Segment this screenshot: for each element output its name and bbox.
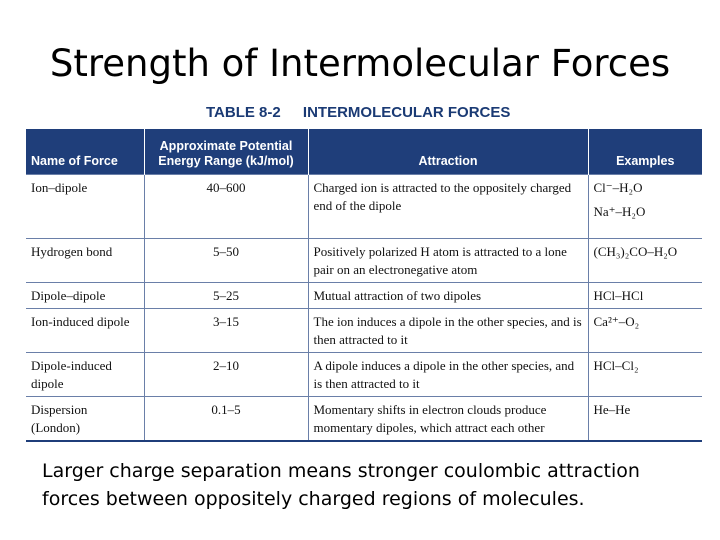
energy-range: 3–15 [143,308,308,353]
example: HCl–HCl [593,288,644,303]
table-caption: TABLE 8-2 INTERMOLECULAR FORCES [206,104,510,121]
force-name: Dipole–dipole [26,282,144,309]
col-header-energy-range: Approximate Potential Energy Range (kJ/m… [143,129,308,175]
energy-range: 5–50 [143,238,308,283]
force-name: Hydrogen bond [26,238,144,283]
example: HCl–Cl₂ [593,358,639,373]
examples-cell: He–He [587,396,702,442]
force-name: Dipole-induced dipole [26,352,144,397]
force-name: Ion-induced dipole [26,308,144,353]
example: Cl⁻–H₂O [593,180,643,195]
energy-range: 0.1–5 [143,396,308,442]
examples-cell: Cl⁻–H₂O Na⁺–H₂O [587,174,702,239]
energy-range: 40–600 [143,174,308,239]
example: He–He [593,402,631,417]
table-row: Ion-induced dipole 3–15 The ion induces … [26,308,702,353]
table-header-row: Name of Force Approximate Potential Ener… [26,129,702,175]
col-header-examples: Examples [587,129,702,175]
slide-title: Strength of Intermolecular Forces [49,42,671,85]
attraction-description: Mutual attraction of two dipoles [307,282,588,309]
attraction-description: Momentary shifts in electron clouds prod… [307,396,588,442]
table-row: Hydrogen bond 5–50 Positively polarized … [26,238,702,283]
attraction-description: A dipole induces a dipole in the other s… [307,352,588,397]
intermolecular-forces-table: Name of Force Approximate Potential Ener… [26,129,702,442]
table-row: Dipole-induced dipole 2–10 A dipole indu… [26,352,702,397]
table-row: Dispersion (London) 0.1–5 Momentary shif… [26,396,702,442]
table-row: Ion–dipole 40–600 Charged ion is attract… [26,174,702,239]
attraction-description: The ion induces a dipole in the other sp… [307,308,588,353]
examples-cell: HCl–HCl [587,282,702,309]
table-number: TABLE 8-2 [206,104,281,121]
attraction-description: Positively polarized H atom is attracted… [307,238,588,283]
examples-cell: (CH₃)₂CO–H₂O [587,238,702,283]
slide-body-text: Larger charge separation means stronger … [42,460,640,510]
examples-cell: Ca²⁺–O₂ [587,308,702,353]
col-header-name: Name of Force [26,129,144,175]
force-name: Ion–dipole [26,174,144,239]
col-header-attraction: Attraction [307,129,588,175]
example: (CH₃)₂CO–H₂O [593,244,678,259]
table-title: INTERMOLECULAR FORCES [302,104,511,121]
attraction-description: Charged ion is attracted to the opposite… [307,174,588,239]
energy-range: 5–25 [143,282,308,309]
energy-range: 2–10 [143,352,308,397]
force-name: Dispersion (London) [26,396,144,442]
table-row: Dipole–dipole 5–25 Mutual attraction of … [26,282,702,309]
example: Ca²⁺–O₂ [593,314,640,329]
examples-cell: HCl–Cl₂ [587,352,702,397]
example: Na⁺–H₂O [593,204,646,219]
